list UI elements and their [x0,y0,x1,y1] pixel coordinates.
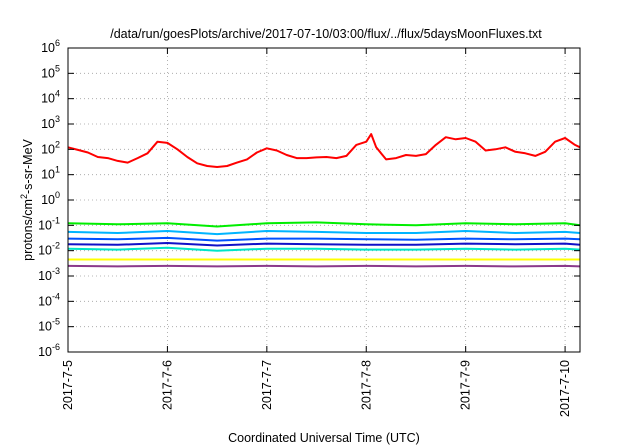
y-tick-label-exp: -3 [52,266,60,276]
y-tick-label-base: 10 [41,142,55,156]
y-tick-label: 105 [41,63,60,80]
y-tick-label: 10-5 [38,317,60,334]
y-tick-label-exp: -4 [52,291,60,301]
y-tick-label: 104 [41,89,60,106]
y-tick-label-base: 10 [38,218,52,232]
y-tick-label: 10-3 [38,266,60,283]
y-axis-label-sup: 2 [19,194,29,199]
y-tick-label: 103 [41,114,60,131]
y-tick-label-exp: -6 [52,342,60,352]
y-tick-label: 106 [41,38,60,55]
y-tick-label: 102 [41,139,60,156]
x-tick-label: 2017-7-5 [61,360,75,410]
chart-title: /data/run/goesPlots/archive/2017-07-10/0… [110,27,542,41]
y-tick-label-exp: -1 [52,215,60,225]
y-tick-label-exp: 2 [55,139,60,149]
x-tick-label: 2017-7-6 [160,360,174,410]
y-tick-label-base: 10 [41,41,55,55]
series-line-5 [67,236,581,242]
y-tick-label-exp: 1 [55,165,60,175]
y-tick-label: 10-2 [38,241,60,258]
y-tick-label: 10-4 [38,291,60,308]
x-axis-label: Coordinated Universal Time (UTC) [228,431,420,445]
y-axis-label: protons/cm2-s-sr-MeV [19,138,35,260]
x-tick-label: 2017-7-10 [558,360,572,417]
y-tick-label-exp: 4 [55,89,60,99]
y-tick-label-exp: -5 [52,317,60,327]
y-tick-label: 10-6 [38,342,60,359]
y-tick-label-base: 10 [41,117,55,131]
series-line-8 [67,264,581,268]
x-tick-label: 2017-7-8 [359,360,373,410]
series-line-6 [67,242,581,247]
y-tick-label-exp: 3 [55,114,60,124]
y-axis-label-rest: -s-sr-MeV [21,138,35,194]
y-tick-label: 100 [41,190,60,207]
y-tick-label-base: 10 [38,269,52,283]
grid [68,48,580,352]
y-tick-label-exp: 6 [55,38,60,48]
x-tick-label: 2017-7-9 [459,360,473,410]
y-tick-label: 101 [41,165,60,182]
y-tick-label-exp: 5 [55,63,60,73]
axes: 10-610-510-410-310-210-11001011021031041… [38,38,581,417]
y-tick-label-base: 10 [41,66,55,80]
y-tick-label-base: 10 [38,345,52,359]
y-axis-label-base: protons/cm [21,199,35,261]
series-line-2 [67,221,581,228]
y-tick-label-base: 10 [38,320,52,334]
x-tick-label: 2017-7-7 [260,360,274,410]
y-tick-label-exp: -2 [52,241,60,251]
y-tick-label-base: 10 [41,168,55,182]
y-tick-label: 10-1 [38,215,60,232]
series-line-3 [67,230,581,236]
y-tick-label-exp: 0 [55,190,60,200]
series-layer [67,133,581,268]
y-tick-label-base: 10 [41,92,55,106]
series-line-1 [67,133,581,168]
y-tick-label-base: 10 [38,294,52,308]
series-line-4 [67,246,581,252]
y-tick-label-base: 10 [38,244,52,258]
y-tick-label-base: 10 [41,193,55,207]
